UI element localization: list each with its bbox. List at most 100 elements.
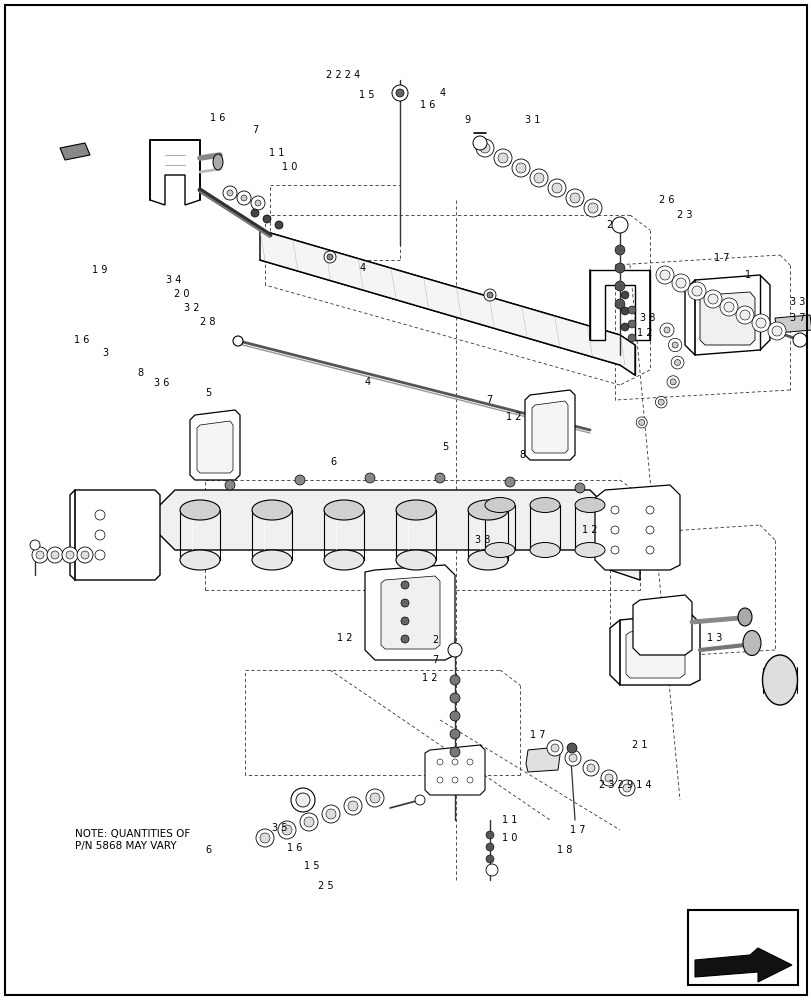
- Text: 4: 4: [364, 377, 371, 387]
- Circle shape: [614, 263, 624, 273]
- Circle shape: [719, 298, 737, 316]
- Text: 2: 2: [431, 635, 438, 645]
- Circle shape: [654, 396, 666, 408]
- Circle shape: [610, 546, 618, 554]
- Text: 1 6: 1 6: [210, 113, 225, 123]
- Circle shape: [370, 793, 380, 803]
- Text: 1 5: 1 5: [304, 861, 320, 871]
- Circle shape: [582, 760, 599, 776]
- Circle shape: [77, 547, 93, 563]
- Circle shape: [473, 136, 487, 150]
- Text: 1 6: 1 6: [287, 843, 303, 853]
- Circle shape: [479, 143, 489, 153]
- Circle shape: [296, 793, 310, 807]
- Text: 2: 2: [605, 220, 611, 230]
- Circle shape: [324, 251, 336, 263]
- Circle shape: [627, 320, 635, 328]
- Circle shape: [610, 526, 618, 534]
- Circle shape: [614, 281, 624, 291]
- Circle shape: [565, 189, 583, 207]
- Circle shape: [600, 770, 616, 786]
- Polygon shape: [365, 565, 454, 660]
- Ellipse shape: [324, 550, 363, 570]
- Polygon shape: [197, 421, 233, 473]
- Circle shape: [574, 483, 584, 493]
- Circle shape: [569, 193, 579, 203]
- Circle shape: [30, 540, 40, 550]
- Text: 1 7: 1 7: [530, 730, 545, 740]
- Circle shape: [669, 379, 676, 385]
- Circle shape: [569, 754, 577, 762]
- Circle shape: [707, 294, 717, 304]
- Polygon shape: [526, 747, 560, 772]
- Circle shape: [755, 318, 765, 328]
- Polygon shape: [609, 613, 699, 685]
- Text: 1 0: 1 0: [282, 162, 298, 172]
- Circle shape: [551, 183, 561, 193]
- Circle shape: [547, 740, 562, 756]
- Circle shape: [449, 729, 460, 739]
- Polygon shape: [694, 948, 791, 982]
- Text: 3 6: 3 6: [154, 378, 169, 388]
- Circle shape: [466, 777, 473, 783]
- Circle shape: [771, 326, 781, 336]
- Circle shape: [449, 675, 460, 685]
- Ellipse shape: [574, 497, 604, 512]
- Text: 2 0: 2 0: [174, 289, 190, 299]
- Circle shape: [672, 342, 677, 348]
- Ellipse shape: [212, 154, 223, 170]
- Text: 3 3: 3 3: [789, 297, 805, 307]
- Circle shape: [251, 196, 264, 210]
- Circle shape: [620, 291, 629, 299]
- Ellipse shape: [251, 550, 292, 570]
- Circle shape: [687, 282, 705, 300]
- Polygon shape: [525, 390, 574, 460]
- Ellipse shape: [484, 542, 514, 558]
- Circle shape: [47, 547, 63, 563]
- Ellipse shape: [180, 500, 220, 520]
- Circle shape: [294, 475, 305, 485]
- Text: 3 7: 3 7: [789, 313, 805, 323]
- Circle shape: [255, 829, 273, 847]
- Circle shape: [95, 550, 105, 560]
- Circle shape: [401, 599, 409, 607]
- Text: 2 3: 2 3: [676, 210, 692, 220]
- Circle shape: [515, 163, 526, 173]
- Circle shape: [448, 643, 461, 657]
- Circle shape: [401, 635, 409, 643]
- Ellipse shape: [484, 497, 514, 512]
- Text: 2 1: 2 1: [632, 740, 647, 750]
- Text: 4: 4: [359, 263, 366, 273]
- Circle shape: [449, 711, 460, 721]
- Text: 6: 6: [329, 457, 336, 467]
- Circle shape: [290, 788, 315, 812]
- Circle shape: [583, 199, 601, 217]
- Circle shape: [586, 764, 594, 772]
- Circle shape: [366, 789, 384, 807]
- Text: 2 8: 2 8: [200, 317, 216, 327]
- Ellipse shape: [467, 500, 508, 520]
- Text: 3 2: 3 2: [184, 303, 200, 313]
- Circle shape: [281, 825, 292, 835]
- Circle shape: [638, 419, 644, 425]
- Circle shape: [436, 759, 443, 765]
- Circle shape: [327, 254, 333, 260]
- Circle shape: [225, 480, 234, 490]
- Ellipse shape: [737, 608, 751, 626]
- Circle shape: [611, 217, 627, 233]
- Polygon shape: [260, 230, 634, 375]
- Circle shape: [691, 286, 702, 296]
- Circle shape: [622, 784, 630, 792]
- Circle shape: [486, 831, 493, 839]
- Circle shape: [322, 805, 340, 823]
- Text: 1 2: 1 2: [337, 633, 352, 643]
- Text: 1 1: 1 1: [502, 815, 517, 825]
- Polygon shape: [380, 576, 440, 649]
- Circle shape: [449, 693, 460, 703]
- Circle shape: [676, 278, 685, 288]
- Circle shape: [504, 477, 514, 487]
- Circle shape: [739, 310, 749, 320]
- Polygon shape: [150, 140, 200, 205]
- Polygon shape: [590, 270, 649, 340]
- Circle shape: [66, 551, 74, 559]
